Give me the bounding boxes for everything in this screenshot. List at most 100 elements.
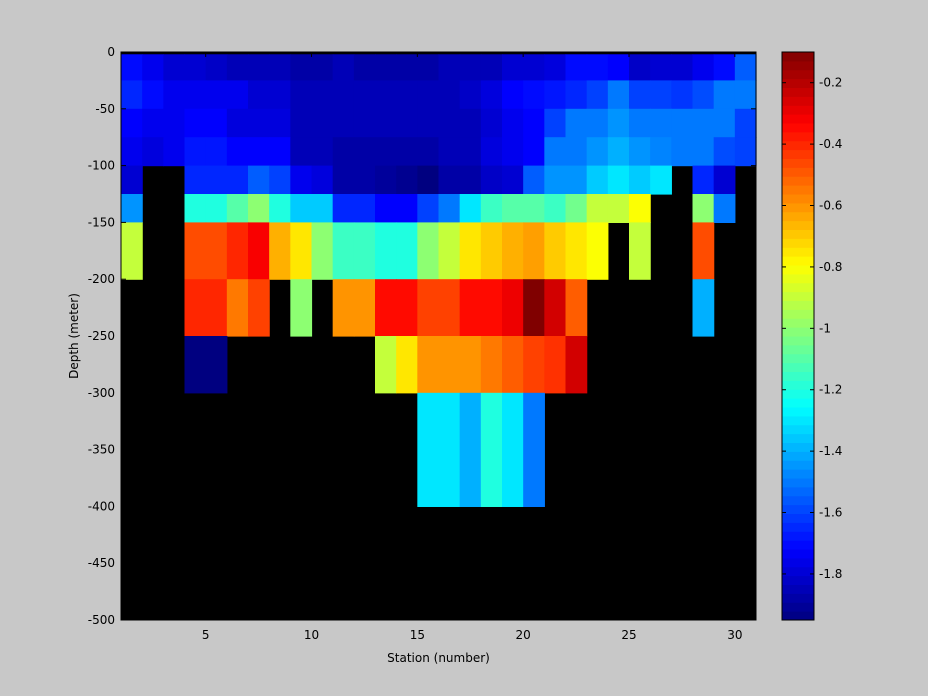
- colorbar-swatch: [782, 433, 814, 444]
- colorbar-swatch: [782, 96, 814, 106]
- colorbar-swatch: [782, 238, 814, 248]
- heatmap-cell: [163, 108, 186, 138]
- heatmap-cell: [205, 54, 228, 81]
- heatmap-cell: [375, 222, 397, 280]
- colorbar-swatch: [782, 309, 814, 319]
- heatmap-cell: [565, 80, 588, 110]
- colorbar-swatch: [782, 105, 814, 115]
- heatmap-cell: [523, 108, 545, 138]
- heatmap-cell: [332, 108, 355, 138]
- heatmap-cell: [205, 108, 228, 138]
- heatmap-cell: [523, 194, 545, 223]
- heatmap-cell: [438, 165, 461, 195]
- heatmap-cell: [248, 194, 270, 223]
- heatmap-cell: [459, 194, 482, 223]
- heatmap-cell: [417, 279, 440, 337]
- colorbar-swatch: [782, 495, 814, 506]
- colorbar-swatch: [782, 140, 814, 151]
- heatmap-cell: [375, 336, 397, 394]
- heatmap-cell: [459, 222, 482, 280]
- heatmap-cell: [290, 165, 313, 195]
- heatmap-cell: [226, 165, 249, 195]
- y-tick-label: -100: [88, 159, 115, 173]
- colorbar-swatch: [782, 78, 814, 89]
- heatmap-cell: [586, 54, 609, 81]
- heatmap-cell: [248, 222, 270, 280]
- heatmap-cell: [544, 165, 567, 195]
- colorbar-swatch: [782, 407, 814, 417]
- heatmap-cell: [459, 80, 482, 110]
- colorbar-swatch: [782, 353, 814, 364]
- heatmap-cell: [480, 279, 503, 337]
- heatmap-cell: [692, 108, 715, 138]
- heatmap-cell: [375, 80, 397, 110]
- heatmap-cell: [142, 54, 164, 81]
- y-tick-label: 0: [107, 45, 115, 59]
- heatmap-cell: [121, 54, 143, 81]
- heatmap-cell: [544, 80, 567, 110]
- colorbar-swatch: [782, 229, 814, 239]
- x-tick-label: 15: [410, 628, 425, 642]
- heatmap-cell: [734, 80, 757, 110]
- colorbar-swatch: [782, 60, 814, 71]
- heatmap-cell: [565, 137, 588, 167]
- heatmap-cell: [629, 194, 651, 223]
- colorbar-swatch: [782, 185, 814, 195]
- heatmap-cell: [523, 392, 545, 507]
- heatmap-cell: [523, 222, 545, 280]
- heatmap-cell: [121, 194, 143, 223]
- heatmap-cell: [311, 54, 334, 81]
- heatmap-cell: [565, 279, 588, 337]
- heatmap-cell: [480, 392, 503, 507]
- surface-band: [121, 52, 756, 55]
- heatmap-cell: [332, 80, 355, 110]
- heatmap-cell: [629, 54, 651, 81]
- heatmap-cell: [692, 222, 715, 280]
- heatmap-cell: [713, 165, 736, 195]
- heatmap-cell: [269, 80, 291, 110]
- heatmap-cell: [586, 165, 609, 195]
- heatmap-cell: [248, 80, 270, 110]
- heatmap-cell: [480, 336, 503, 394]
- heatmap-cell: [290, 194, 313, 223]
- colorbar-tick-label: -1: [819, 321, 831, 335]
- heatmap-cell: [353, 137, 376, 167]
- heatmap-cell: [226, 80, 249, 110]
- colorbar-swatch: [782, 167, 814, 177]
- heatmap-cell: [671, 108, 694, 138]
- colorbar-swatch: [782, 504, 814, 515]
- heatmap-cell: [650, 165, 672, 195]
- heatmap-cell: [332, 165, 355, 195]
- colorbar-swatch: [782, 194, 814, 204]
- heatmap-cell: [586, 137, 609, 167]
- heatmap-cell: [290, 279, 313, 337]
- heatmap-cell: [269, 137, 291, 167]
- heatmap-cell: [142, 80, 164, 110]
- heatmap-cell: [311, 222, 334, 280]
- heatmap-cell: [353, 194, 376, 223]
- colorbar-swatch: [782, 602, 814, 612]
- y-tick-label: -350: [88, 443, 115, 457]
- heatmap-cell: [248, 54, 270, 81]
- heatmap-cell: [417, 165, 440, 195]
- colorbar-swatch: [782, 362, 814, 373]
- colorbar-swatch: [782, 265, 814, 275]
- heatmap-cell: [205, 137, 228, 167]
- heatmap-cell: [226, 279, 249, 337]
- heatmap-cell: [163, 137, 186, 167]
- colorbar-swatch: [782, 149, 814, 160]
- y-tick-label: -200: [88, 272, 115, 286]
- heatmap-cell: [713, 108, 736, 138]
- heatmap-cell: [544, 222, 567, 280]
- heatmap-cell: [544, 54, 567, 81]
- heatmap-cell: [353, 54, 376, 81]
- heatmap-cell: [290, 80, 313, 110]
- colorbar-swatch: [782, 566, 814, 577]
- heatmap-cell: [375, 108, 397, 138]
- colorbar-swatch: [782, 389, 814, 399]
- colorbar-swatch: [782, 87, 814, 97]
- heatmap-cell: [184, 336, 207, 394]
- heatmap-cell: [480, 165, 503, 195]
- heatmap-cell: [353, 279, 376, 337]
- colorbar-swatch: [782, 247, 814, 257]
